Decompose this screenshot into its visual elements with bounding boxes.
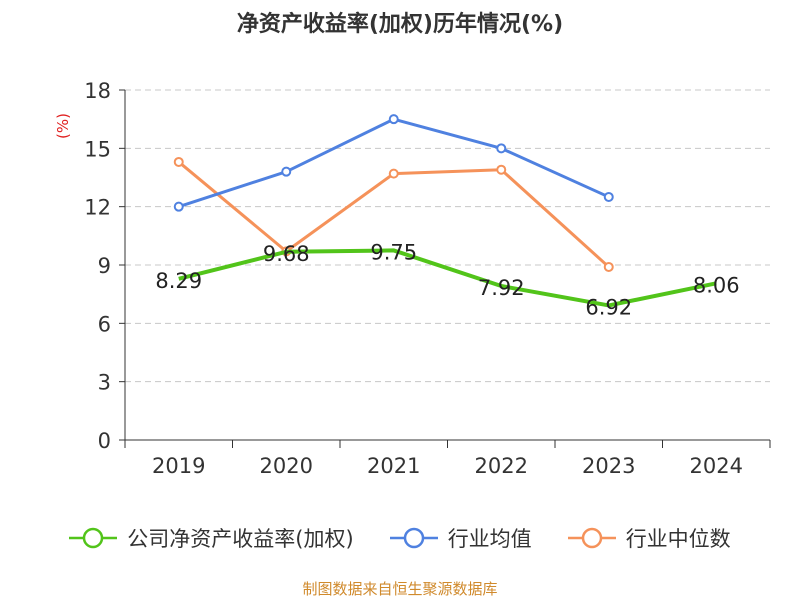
series-point-1: [388, 114, 399, 125]
grid-layer: [125, 89, 770, 383]
y-tick-label: 0: [98, 429, 111, 453]
chart-title: 净资产收益率(加权)历年情况(%): [236, 12, 564, 37]
data-label: 6.92: [585, 295, 632, 319]
series-point-1: [496, 143, 507, 154]
data-label: 8.29: [155, 269, 202, 293]
x-tick-label: 2024: [690, 454, 743, 478]
y-tick-label: 18: [84, 79, 111, 103]
y-tick-label: 12: [84, 196, 111, 220]
y-tick-label: 6: [98, 312, 111, 336]
series-point-1: [603, 191, 614, 202]
legend-label: 行业中位数: [625, 527, 731, 551]
y-axis-unit-label: (%): [54, 113, 72, 139]
series-point-2: [173, 156, 184, 167]
legend-marker-icon: [567, 527, 616, 549]
legend-label: 公司净资产收益率(加权): [127, 527, 354, 551]
y-tick-label: 3: [98, 371, 111, 395]
data-label: 7.92: [478, 276, 525, 300]
data-label: 9.75: [370, 240, 417, 264]
legend-label: 行业均值: [447, 527, 532, 551]
axis-layer: 0 3 6 9 12 15 18 (%) 2019 2020 2021 2022 2023 2024: [54, 79, 771, 478]
series-point-2: [496, 164, 507, 175]
series-line-1: [178, 117, 610, 209]
data-label: 9.68: [263, 242, 310, 266]
series-point-1: [281, 166, 292, 177]
source-note: 制图数据来自恒生聚源数据库: [302, 580, 498, 598]
y-tick-label: 15: [84, 137, 111, 161]
x-tick-label: 2022: [475, 454, 528, 478]
legend-marker-icon: [389, 527, 438, 549]
series-layer: [173, 114, 717, 308]
series-line-0: [178, 248, 717, 308]
label-layer: 8.29 9.68 9.75 7.92 6.92 8.06: [155, 240, 739, 319]
legend-item[interactable]: 公司净资产收益率(加权): [69, 523, 354, 553]
y-tick-label: 9: [98, 254, 111, 278]
legend-item[interactable]: 行业中位数: [567, 523, 731, 553]
x-tick-label: 2020: [260, 454, 313, 478]
x-tick-label: 2019: [152, 454, 205, 478]
legend-marker-icon: [69, 527, 118, 549]
series-point-2: [603, 261, 614, 272]
legend-item[interactable]: 行业均值: [389, 523, 532, 553]
legend: 公司净资产收益率(加权) 行业均值 行业中位数: [0, 520, 800, 556]
series-point-2: [388, 168, 399, 179]
data-label: 8.06: [693, 273, 740, 297]
x-tick-label: 2023: [582, 454, 635, 478]
x-tick-label: 2021: [367, 454, 420, 478]
series-point-1: [173, 201, 184, 212]
